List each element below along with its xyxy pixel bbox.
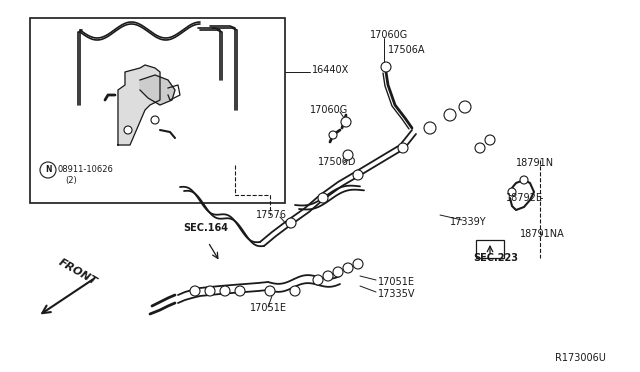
- Circle shape: [124, 126, 132, 134]
- Circle shape: [398, 143, 408, 153]
- Circle shape: [343, 263, 353, 273]
- Text: 17576: 17576: [256, 210, 287, 220]
- Circle shape: [485, 135, 495, 145]
- Text: SEC.164: SEC.164: [183, 223, 228, 233]
- Circle shape: [220, 286, 230, 296]
- Polygon shape: [140, 75, 175, 105]
- Circle shape: [265, 286, 275, 296]
- Text: 17051E: 17051E: [250, 303, 287, 313]
- Text: FRONT: FRONT: [57, 257, 99, 287]
- Circle shape: [329, 131, 337, 139]
- Bar: [476, 240, 504, 258]
- Circle shape: [235, 286, 245, 296]
- Circle shape: [353, 170, 363, 180]
- Circle shape: [353, 259, 363, 269]
- Text: 08911-10626: 08911-10626: [58, 166, 114, 174]
- Circle shape: [205, 286, 215, 296]
- Circle shape: [381, 62, 391, 72]
- Circle shape: [333, 267, 343, 277]
- Text: R173006U: R173006U: [555, 353, 606, 363]
- Circle shape: [341, 117, 351, 127]
- Text: 16440X: 16440X: [312, 65, 349, 75]
- Circle shape: [508, 188, 516, 196]
- Text: (2): (2): [65, 176, 77, 185]
- Circle shape: [40, 162, 56, 178]
- Circle shape: [313, 275, 323, 285]
- Circle shape: [520, 176, 528, 184]
- Text: 18792E: 18792E: [506, 193, 543, 203]
- Bar: [30, 18, 285, 203]
- Text: 17335V: 17335V: [378, 289, 415, 299]
- Text: 18791N: 18791N: [516, 158, 554, 168]
- Circle shape: [444, 109, 456, 121]
- Circle shape: [290, 286, 300, 296]
- Circle shape: [318, 193, 328, 203]
- Circle shape: [151, 116, 159, 124]
- Text: 17060G: 17060G: [370, 30, 408, 40]
- Text: N: N: [45, 166, 51, 174]
- Polygon shape: [118, 65, 160, 145]
- Circle shape: [475, 143, 485, 153]
- Circle shape: [323, 271, 333, 281]
- Circle shape: [286, 218, 296, 228]
- Circle shape: [343, 150, 353, 160]
- Text: SEC.223: SEC.223: [473, 253, 518, 263]
- Circle shape: [190, 286, 200, 296]
- Text: 17506D: 17506D: [318, 157, 356, 167]
- Text: 17051E: 17051E: [378, 277, 415, 287]
- Text: 17060G: 17060G: [310, 105, 348, 115]
- Circle shape: [424, 122, 436, 134]
- Text: 17339Y: 17339Y: [450, 217, 486, 227]
- Text: 18791NA: 18791NA: [520, 229, 564, 239]
- Text: 17506A: 17506A: [388, 45, 426, 55]
- Circle shape: [459, 101, 471, 113]
